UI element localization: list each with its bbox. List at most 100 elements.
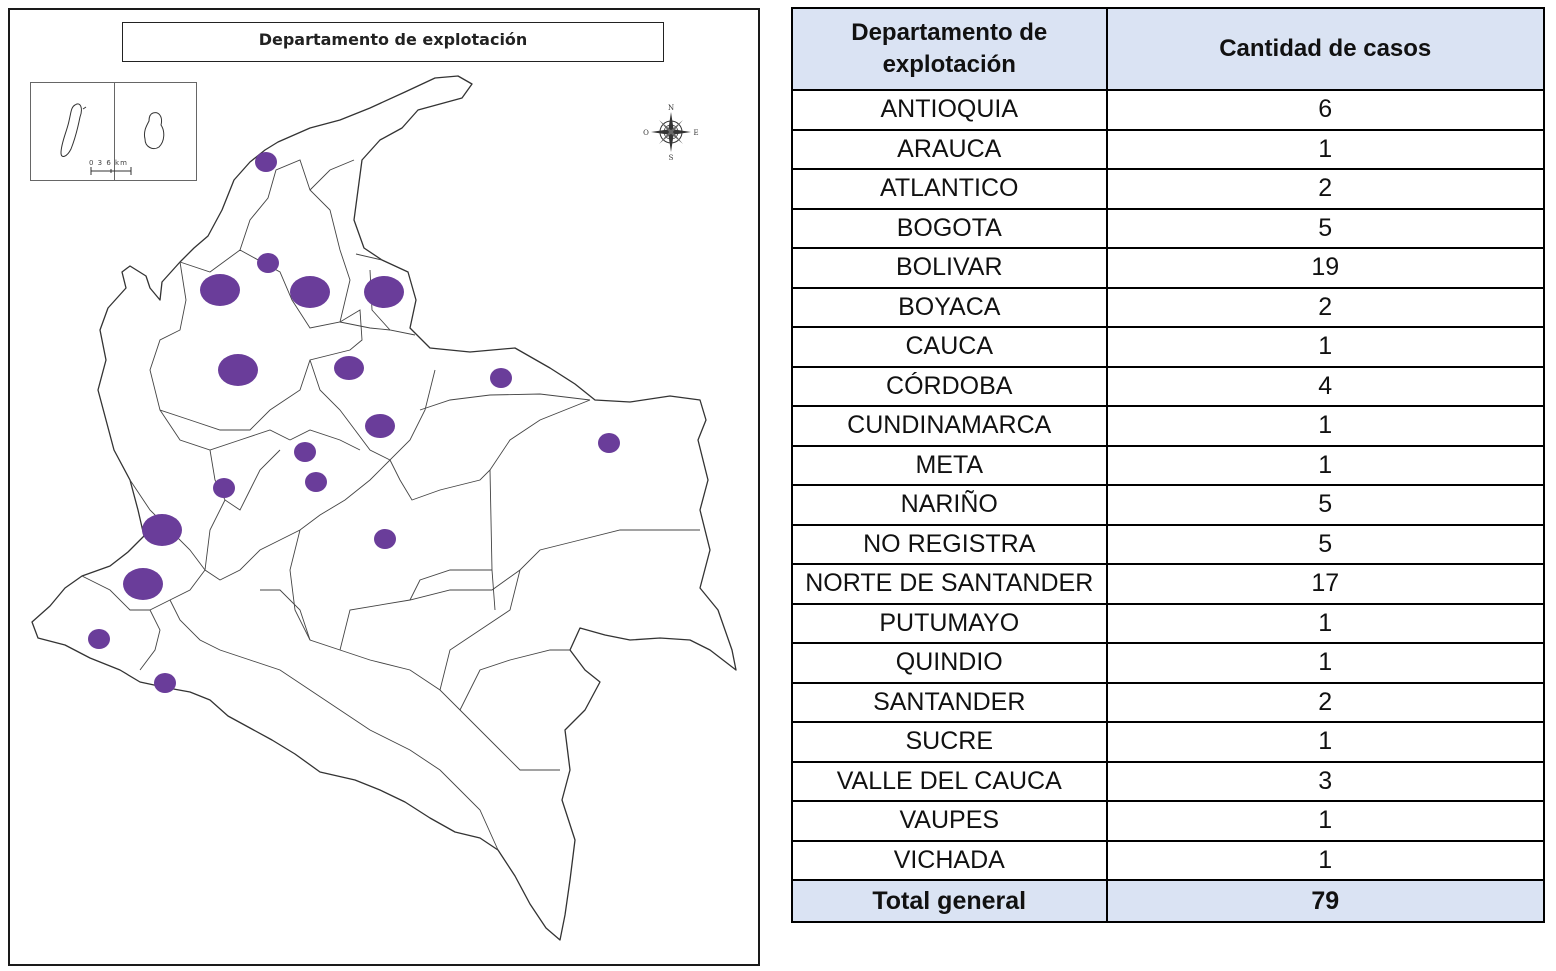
table-row: BOLIVAR 19 bbox=[791, 247, 1546, 289]
case-marker bbox=[154, 673, 176, 693]
compass-icon: N S E O bbox=[643, 104, 698, 160]
department-cell: META bbox=[791, 444, 1108, 486]
department-cell: BOLIVAR bbox=[791, 247, 1108, 289]
department-cell: NO REGISTRA bbox=[791, 523, 1108, 565]
case-marker bbox=[305, 472, 327, 492]
department-cell: VAUPES bbox=[791, 800, 1108, 842]
total-row: Total general 79 bbox=[791, 879, 1546, 923]
case-marker bbox=[213, 478, 235, 498]
table-row: VICHADA 1 bbox=[791, 839, 1546, 881]
department-cell: VICHADA bbox=[791, 839, 1108, 881]
table-row: BOYACA 2 bbox=[791, 286, 1546, 328]
cases-cell: 5 bbox=[1105, 207, 1546, 249]
table-row: ATLANTICO 2 bbox=[791, 168, 1546, 210]
table-row: NORTE DE SANTANDER 17 bbox=[791, 563, 1546, 605]
case-marker bbox=[142, 514, 182, 546]
cases-cell: 5 bbox=[1105, 523, 1546, 565]
cases-cell: 1 bbox=[1105, 326, 1546, 368]
cases-cell: 1 bbox=[1105, 128, 1546, 170]
total-value: 79 bbox=[1105, 879, 1546, 923]
table-row: SUCRE 1 bbox=[791, 721, 1546, 763]
case-marker bbox=[490, 368, 512, 388]
table-row: CUNDINAMARCA 1 bbox=[791, 405, 1546, 447]
header-department: Departamento de explotación bbox=[791, 7, 1108, 91]
case-marker bbox=[257, 253, 279, 273]
cases-cell: 1 bbox=[1105, 444, 1546, 486]
table-row: ARAUCA 1 bbox=[791, 128, 1546, 170]
department-cell: QUINDIO bbox=[791, 642, 1108, 684]
department-cell: ARAUCA bbox=[791, 128, 1108, 170]
cases-cell: 1 bbox=[1105, 721, 1546, 763]
compass-n: N bbox=[668, 104, 674, 112]
cases-cell: 6 bbox=[1105, 89, 1546, 131]
table-row: NARIÑO 5 bbox=[791, 484, 1546, 526]
case-markers-layer bbox=[88, 152, 620, 693]
case-marker bbox=[88, 629, 110, 649]
department-cell: ATLANTICO bbox=[791, 168, 1108, 210]
department-cell: ANTIOQUIA bbox=[791, 89, 1108, 131]
table-row: VAUPES 1 bbox=[791, 800, 1546, 842]
cases-cell: 2 bbox=[1105, 168, 1546, 210]
cases-cell: 4 bbox=[1105, 365, 1546, 407]
department-cell: CUNDINAMARCA bbox=[791, 405, 1108, 447]
scale-bar-label: 0 3 6 km bbox=[89, 159, 128, 167]
case-marker bbox=[290, 276, 330, 308]
islands-shapes bbox=[60, 103, 165, 175]
department-borders bbox=[81, 159, 700, 851]
case-marker bbox=[334, 356, 364, 380]
table-row: CAUCA 1 bbox=[791, 326, 1546, 368]
cases-cell: 1 bbox=[1105, 800, 1546, 842]
department-cell: VALLE DEL CAUCA bbox=[791, 760, 1108, 802]
case-marker bbox=[294, 442, 316, 462]
inset-divider bbox=[114, 83, 115, 180]
cases-cell: 3 bbox=[1105, 760, 1546, 802]
compass-s: S bbox=[669, 154, 674, 160]
cases-cell: 1 bbox=[1105, 602, 1546, 644]
table-row: QUINDIO 1 bbox=[791, 642, 1546, 684]
department-cell: BOYACA bbox=[791, 286, 1108, 328]
table-row: ANTIOQUIA 6 bbox=[791, 89, 1546, 131]
case-marker bbox=[123, 568, 163, 600]
cases-table-container: Departamento de explotación Cantidad de … bbox=[791, 7, 1546, 923]
case-marker bbox=[255, 152, 277, 172]
table-row: SANTANDER 2 bbox=[791, 681, 1546, 723]
cases-cell: 2 bbox=[1105, 681, 1546, 723]
department-cell: SANTANDER bbox=[791, 681, 1108, 723]
table-header-row: Departamento de explotación Cantidad de … bbox=[791, 7, 1546, 91]
department-cell: PUTUMAYO bbox=[791, 602, 1108, 644]
department-cell: SUCRE bbox=[791, 721, 1108, 763]
case-marker bbox=[200, 274, 240, 306]
header-cases: Cantidad de casos bbox=[1105, 7, 1546, 91]
department-cell: BOGOTA bbox=[791, 207, 1108, 249]
cases-table: Departamento de explotación Cantidad de … bbox=[791, 7, 1546, 923]
cases-cell: 1 bbox=[1105, 405, 1546, 447]
island-inset: 0 3 6 km bbox=[30, 82, 197, 181]
table-row: META 1 bbox=[791, 444, 1546, 486]
case-marker bbox=[364, 276, 404, 308]
department-cell: NARIÑO bbox=[791, 484, 1108, 526]
department-cell: CÓRDOBA bbox=[791, 365, 1108, 407]
compass-w: O bbox=[643, 129, 649, 137]
table-row: NO REGISTRA 5 bbox=[791, 523, 1546, 565]
cases-cell: 2 bbox=[1105, 286, 1546, 328]
cases-cell: 17 bbox=[1105, 563, 1546, 605]
department-cell: CAUCA bbox=[791, 326, 1108, 368]
case-marker bbox=[374, 529, 396, 549]
table-row: PUTUMAYO 1 bbox=[791, 602, 1546, 644]
compass-e: E bbox=[693, 129, 698, 137]
total-label: Total general bbox=[791, 879, 1108, 923]
case-marker bbox=[365, 414, 395, 438]
cases-cell: 5 bbox=[1105, 484, 1546, 526]
department-cell: NORTE DE SANTANDER bbox=[791, 563, 1108, 605]
case-marker bbox=[598, 433, 620, 453]
map-panel: Departamento de explotación 0 3 6 km bbox=[8, 8, 760, 966]
table-row: BOGOTA 5 bbox=[791, 207, 1546, 249]
table-row: CÓRDOBA 4 bbox=[791, 365, 1546, 407]
cases-cell: 1 bbox=[1105, 642, 1546, 684]
case-marker bbox=[218, 354, 258, 386]
table-row: VALLE DEL CAUCA 3 bbox=[791, 760, 1546, 802]
colombia-map bbox=[31, 75, 737, 941]
map-title: Departamento de explotación bbox=[122, 22, 664, 62]
cases-cell: 1 bbox=[1105, 839, 1546, 881]
cases-cell: 19 bbox=[1105, 247, 1546, 289]
